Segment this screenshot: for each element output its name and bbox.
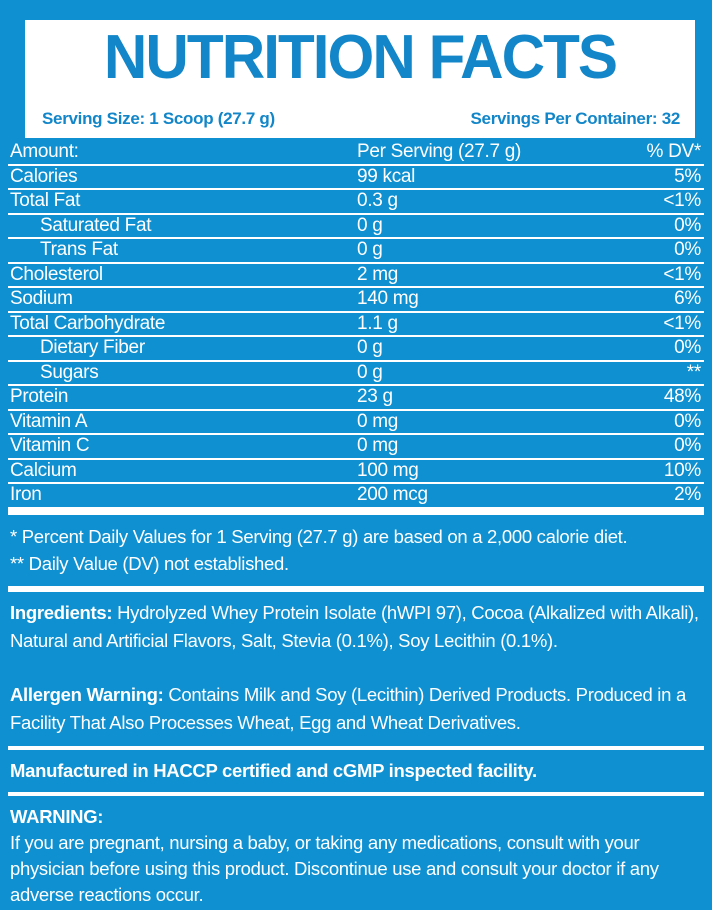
label-content: Amount: Per Serving (27.7 g) % DV* Calor… [8, 141, 704, 910]
table-row: Saturated Fat 0 g 0% [8, 214, 704, 239]
row-dv: ** [686, 361, 702, 383]
table-row: Trans Fat 0 g 0% [8, 239, 704, 264]
row-label: Total Fat [10, 190, 81, 212]
table-row: Sugars 0 g ** [8, 361, 704, 386]
warning-section: WARNING: If you are pregnant, nursing a … [8, 796, 704, 910]
row-value: 140 mg [357, 288, 419, 310]
row-label: Iron [10, 484, 42, 506]
row-label: Vitamin A [10, 410, 88, 432]
row-value: 0 g [357, 239, 383, 261]
table-header-row: Amount: Per Serving (27.7 g) % DV* [8, 141, 704, 166]
column-header-amount: Amount: [10, 141, 79, 163]
row-value: 99 kcal [357, 165, 416, 187]
page-title: NUTRITION FACTS [103, 23, 618, 92]
table-row: Dietary Fiber 0 g 0% [8, 337, 704, 362]
warning-label: WARNING: [10, 805, 104, 827]
row-dv: 0% [674, 214, 701, 236]
allergen-paragraph: Allergen Warning: Contains Milk and Soy … [8, 681, 704, 746]
table-row: Vitamin C 0 mg 0% [8, 435, 704, 460]
row-dv: 48% [663, 386, 701, 408]
divider [8, 585, 704, 592]
table-row: Protein 23 g 48% [8, 386, 704, 411]
row-label: Calcium [10, 459, 77, 481]
row-value: 200 mcg [357, 484, 428, 506]
row-label: Sugars [40, 361, 99, 383]
row-dv: 0% [674, 337, 701, 359]
divider [8, 745, 704, 750]
row-dv: 0% [674, 239, 701, 261]
divider [8, 791, 704, 796]
table-row: Calories 99 kcal 5% [8, 165, 704, 190]
ingredients-label: Ingredients: [10, 601, 113, 623]
footnote-daily-values: * Percent Daily Values for 1 Serving (27… [10, 525, 628, 547]
row-dv: 2% [674, 484, 701, 506]
row-value: 0.3 g [357, 190, 398, 212]
row-label: Vitamin C [10, 435, 90, 457]
row-value: 100 mg [357, 459, 419, 481]
table-row: Vitamin A 0 mg 0% [8, 410, 704, 435]
table-row: Sodium 140 mg 6% [8, 288, 704, 313]
row-dv: 10% [663, 459, 701, 481]
row-label: Total Carbohydrate [10, 312, 166, 334]
manufactured-text: Manufactured in HACCP certified and cGMP… [10, 759, 537, 781]
row-value: 0 mg [357, 435, 399, 457]
row-value: 0 g [357, 361, 383, 383]
nutrition-table-body: Calories 99 kcal 5% Total Fat 0.3 g <1% Satura… [8, 166, 704, 509]
table-row: Iron 200 mcg 2% [8, 484, 704, 509]
row-dv: 5% [674, 165, 701, 187]
table-row: Total Fat 0.3 g <1% [8, 190, 704, 215]
row-dv: <1% [663, 190, 701, 212]
column-header-dv: % DV* [646, 141, 702, 163]
footnote-dv-not-established: ** Daily Value (DV) not established. [10, 552, 289, 574]
row-value: 0 mg [357, 410, 399, 432]
row-value: 0 g [357, 214, 383, 236]
footnotes-section: * Percent Daily Values for 1 Serving (27… [8, 515, 704, 586]
table-row: Total Carbohydrate 1.1 g <1% [8, 312, 704, 337]
allergen-label: Allergen Warning: [10, 683, 164, 705]
warning-text: If you are pregnant, nursing a baby, or … [10, 831, 659, 905]
serving-info-row: Serving Size: 1 Scoop (27.7 g) Servings … [42, 109, 680, 129]
row-value: 1.1 g [357, 312, 398, 334]
column-header-per-serving: Per Serving (27.7 g) [357, 141, 522, 163]
servings-per-container-text: Servings Per Container: 32 [470, 109, 681, 128]
table-row: Cholesterol 2 mg <1% [8, 263, 704, 288]
row-dv: 0% [674, 435, 701, 457]
row-value: 0 g [357, 337, 383, 359]
row-label: Cholesterol [10, 263, 103, 285]
header-panel: NUTRITION FACTS Serving Size: 1 Scoop (2… [25, 20, 695, 138]
serving-size-text: Serving Size: 1 Scoop (27.7 g) [42, 109, 275, 128]
row-label: Dietary Fiber [40, 337, 145, 359]
allergen-text: Contains Milk and Soy (Lecithin) Derived… [10, 683, 686, 733]
row-label: Sodium [10, 288, 73, 310]
row-label: Trans Fat [40, 239, 118, 261]
row-label: Protein [10, 386, 69, 408]
row-dv: <1% [663, 263, 701, 285]
ingredients-text: Hydrolyzed Whey Protein Isolate (hWPI 97… [10, 601, 699, 651]
row-value: 2 mg [357, 263, 399, 285]
row-label: Calories [10, 165, 78, 187]
row-dv: <1% [663, 312, 701, 334]
table-row: Calcium 100 mg 10% [8, 459, 704, 484]
row-value: 23 g [357, 386, 393, 408]
row-dv: 6% [674, 288, 701, 310]
row-label: Saturated Fat [40, 214, 152, 236]
row-dv: 0% [674, 410, 701, 432]
divider [8, 508, 704, 515]
ingredients-paragraph: Ingredients: Hydrolyzed Whey Protein Iso… [8, 599, 704, 655]
